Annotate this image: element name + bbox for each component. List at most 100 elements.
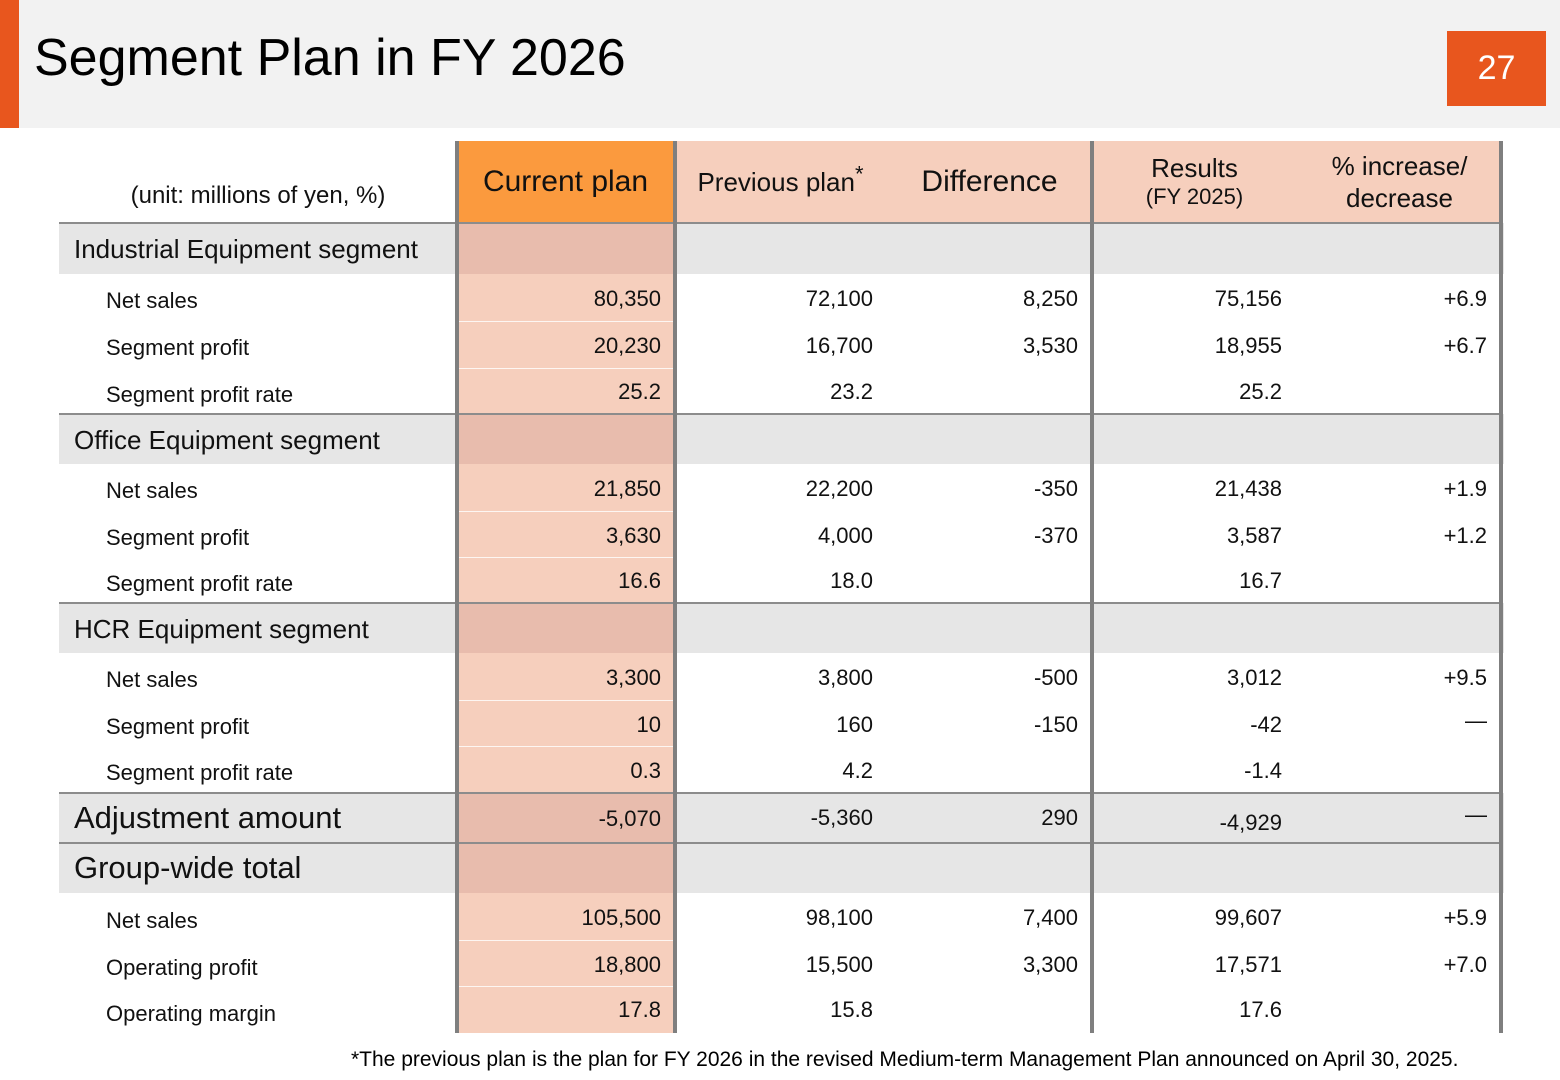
page-number-badge: 27: [1447, 31, 1546, 106]
cell-previous-plan: 72,100: [805, 286, 873, 311]
row-label: Operating profit: [106, 955, 258, 980]
group-rule: [59, 413, 1502, 415]
table-row: Segment profit 3,630 4,000 -370 3,587 +1…: [59, 511, 1504, 557]
header-results: Results (FY 2025): [1092, 141, 1297, 223]
header-rule: [59, 222, 1502, 224]
segment-row-industrial: Industrial Equipment segment: [59, 223, 1504, 274]
cell-results: 21,438: [1214, 476, 1282, 501]
row-label: Operating margin: [106, 1001, 276, 1026]
cell-current-plan: 3,300: [605, 665, 661, 690]
cell-current-plan: 3,630: [605, 523, 661, 548]
row-separator: [457, 511, 674, 512]
header-current-plan-text: Current plan: [482, 165, 649, 198]
cell-previous-plan: 22,200: [805, 476, 873, 501]
cell-results: -1.4: [1244, 758, 1282, 783]
cell-results: 17.6: [1239, 997, 1282, 1022]
cell-current-plan: -5,070: [598, 806, 661, 831]
table-row: Segment profit rate 0.3 4.2 -1.4: [59, 746, 1504, 793]
table-row: Operating margin 17.8 15.8 17.6: [59, 986, 1504, 1033]
cell-current-plan: 0.3: [630, 758, 661, 783]
row-separator: [457, 368, 674, 369]
row-label: Net sales: [106, 288, 198, 313]
cell-percent-change: +9.5: [1443, 665, 1487, 690]
table-row: Segment profit 20,230 16,700 3,530 18,95…: [59, 321, 1504, 368]
row-separator: [457, 557, 674, 558]
table-row: Net sales 21,850 22,200 -350 21,438 +1.9: [59, 464, 1504, 511]
cell-difference: 290: [1041, 805, 1078, 830]
cell-results: -42: [1250, 712, 1282, 737]
cell-previous-plan: 15.8: [830, 997, 873, 1022]
header-results-text: Results: [1151, 153, 1238, 184]
cell-difference: -370: [1033, 523, 1078, 548]
cell-current-plan: 25.2: [618, 379, 661, 404]
page-title: Segment Plan in FY 2026: [34, 29, 626, 87]
header-current-plan: Current plan: [457, 141, 674, 223]
cell-previous-plan: 98,100: [805, 905, 873, 930]
total-label: Group-wide total: [74, 850, 302, 885]
cell-percent-change: +6.9: [1443, 286, 1487, 311]
row-label: Net sales: [106, 908, 198, 933]
table-row: Net sales 105,500 98,100 7,400 99,607 +5…: [59, 893, 1504, 940]
row-label: Segment profit rate: [106, 571, 294, 596]
segment-row-office: Office Equipment segment: [59, 414, 1504, 464]
table-row: Segment profit 10 160 -150 -42 ―: [59, 700, 1504, 746]
header-previous-plan: Previous plan*: [674, 141, 887, 223]
cell-previous-plan: 18.0: [830, 568, 873, 593]
cell-current-plan: 18,800: [593, 952, 661, 977]
cell-results: 3,587: [1226, 523, 1282, 548]
cell-previous-plan: 4,000: [817, 523, 873, 548]
cell-results: 18,955: [1214, 333, 1282, 358]
cell-current-plan: 80,350: [593, 286, 661, 311]
segment-label: Industrial Equipment segment: [74, 234, 418, 264]
cell-previous-plan: 23.2: [830, 379, 873, 404]
title-bar: [0, 0, 1560, 128]
cell-difference: 7,400: [1022, 905, 1078, 930]
cell-difference: -500: [1033, 665, 1078, 690]
row-label: Net sales: [106, 478, 198, 503]
header-results-sub: (FY 2025): [1145, 184, 1244, 210]
cell-results: 17,571: [1214, 952, 1282, 977]
segment-plan-table: (unit: millions of yen, %) Current plan …: [59, 141, 1504, 1033]
table-row: Segment profit rate 16.6 18.0 16.7: [59, 557, 1504, 603]
segment-row-shade: [457, 223, 674, 274]
cell-previous-plan: 4.2: [842, 758, 873, 783]
footnote: *The previous plan is the plan for FY 20…: [351, 1048, 1459, 1071]
cell-percent-change: +7.0: [1443, 952, 1487, 977]
cell-current-plan: 17.8: [618, 997, 661, 1022]
header-percent-line2: decrease: [1346, 183, 1453, 213]
column-rule: [673, 141, 677, 1033]
segment-row-shade: [457, 793, 674, 843]
cell-percent-change: +6.7: [1443, 333, 1487, 358]
header-previous-plan-text: Previous plan: [697, 166, 855, 197]
cell-current-plan: 16.6: [618, 568, 661, 593]
table-row: Net sales 80,350 72,100 8,250 75,156 +6.…: [59, 274, 1504, 321]
row-separator: [457, 940, 674, 941]
column-rule: [455, 141, 459, 1033]
row-label: Segment profit: [106, 714, 250, 739]
column-rule: [1499, 141, 1503, 1033]
unit-label-text: (unit: millions of yen, %): [130, 182, 386, 209]
cell-difference: 3,300: [1022, 952, 1078, 977]
column-rule: [1090, 141, 1094, 1033]
cell-current-plan: 21,850: [593, 476, 661, 501]
row-label: Segment profit: [106, 335, 250, 360]
row-separator: [457, 746, 674, 747]
cell-results: 3,012: [1226, 665, 1282, 690]
cell-previous-plan: 3,800: [817, 665, 873, 690]
cell-results: 25.2: [1239, 379, 1282, 404]
segment-row-shade: [457, 414, 674, 464]
cell-current-plan: 20,230: [593, 333, 661, 358]
table-row: Segment profit rate 25.2 23.2 25.2: [59, 368, 1504, 414]
table-row: Net sales 3,300 3,800 -500 3,012 +9.5: [59, 653, 1504, 700]
cell-previous-plan: 15,500: [805, 952, 873, 977]
header-difference: Difference: [887, 141, 1092, 223]
segment-row-shade: [457, 603, 674, 653]
cell-results: 75,156: [1214, 286, 1282, 311]
cell-percent-change: +1.9: [1443, 476, 1487, 501]
cell-difference: 8,250: [1022, 286, 1078, 311]
cell-previous-plan: 160: [836, 712, 873, 737]
cell-percent-change: ―: [1465, 708, 1487, 733]
cell-percent-change: +5.9: [1443, 905, 1487, 930]
cell-results: -4,929: [1219, 810, 1282, 835]
segment-row-hcr: HCR Equipment segment: [59, 603, 1504, 653]
